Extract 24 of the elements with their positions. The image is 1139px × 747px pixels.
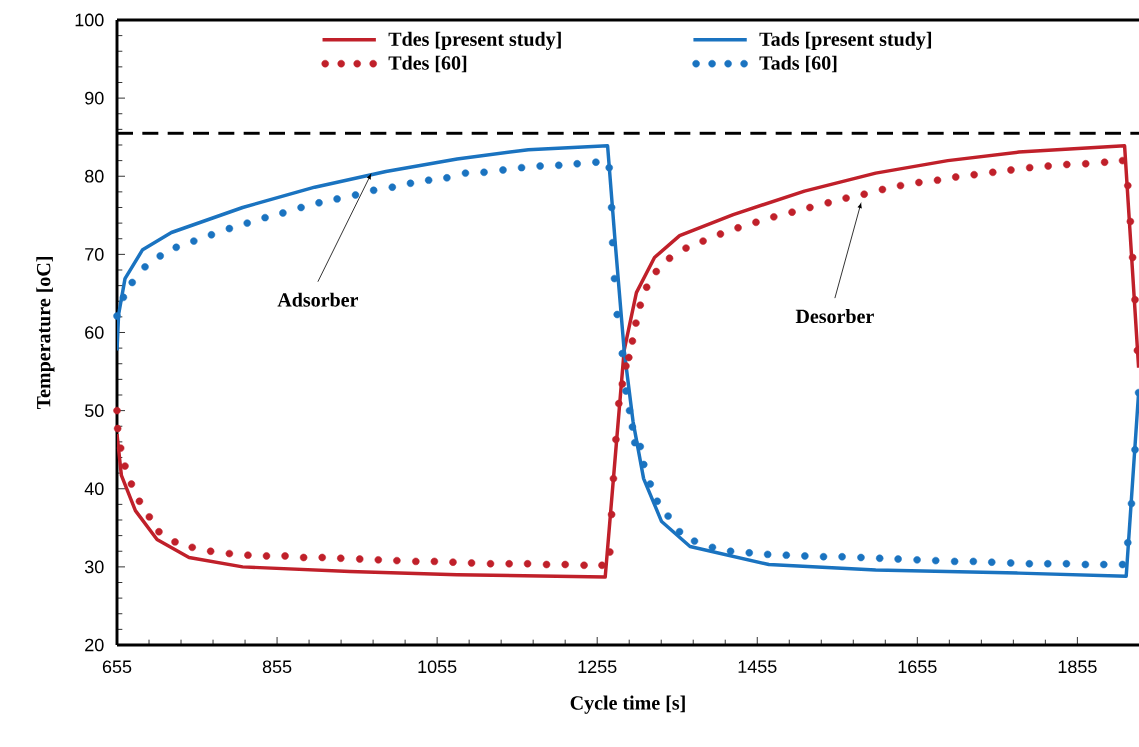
y-tick-label: 60: [85, 326, 104, 339]
legend-label: Tads [60]: [759, 55, 837, 73]
annotation: Desorber: [795, 309, 874, 324]
annotation: Adsorber: [277, 292, 358, 307]
y-tick-label: 30: [84, 560, 104, 574]
x-tick-label: 655: [102, 660, 132, 674]
y-tick-label: 70: [85, 248, 104, 261]
y-tick-label: 50: [84, 404, 104, 417]
y-tick-label: 90: [85, 91, 104, 105]
x-tick-label: 1255: [578, 660, 617, 674]
y-tick-label: 40: [84, 482, 104, 496]
y-tick-label: 100: [75, 13, 104, 27]
y-tick-label: 20: [85, 638, 104, 652]
x-tick-label: 1455: [738, 660, 777, 673]
y-tick-label: 80: [85, 169, 104, 183]
y-axis-title: Temperature [oC]: [36, 257, 55, 410]
legend-label: Tdes [present study]: [388, 31, 561, 51]
legend-label: Tdes [60]: [388, 55, 467, 73]
x-tick-label: 1855: [1058, 660, 1097, 674]
legend-label: Tads [present study]: [759, 31, 932, 51]
x-tick-label: 1655: [898, 660, 937, 674]
x-axis-title: Cycle time [s]: [570, 695, 685, 714]
x-tick-label: 855: [262, 660, 292, 674]
x-tick-label: 1055: [418, 660, 457, 674]
